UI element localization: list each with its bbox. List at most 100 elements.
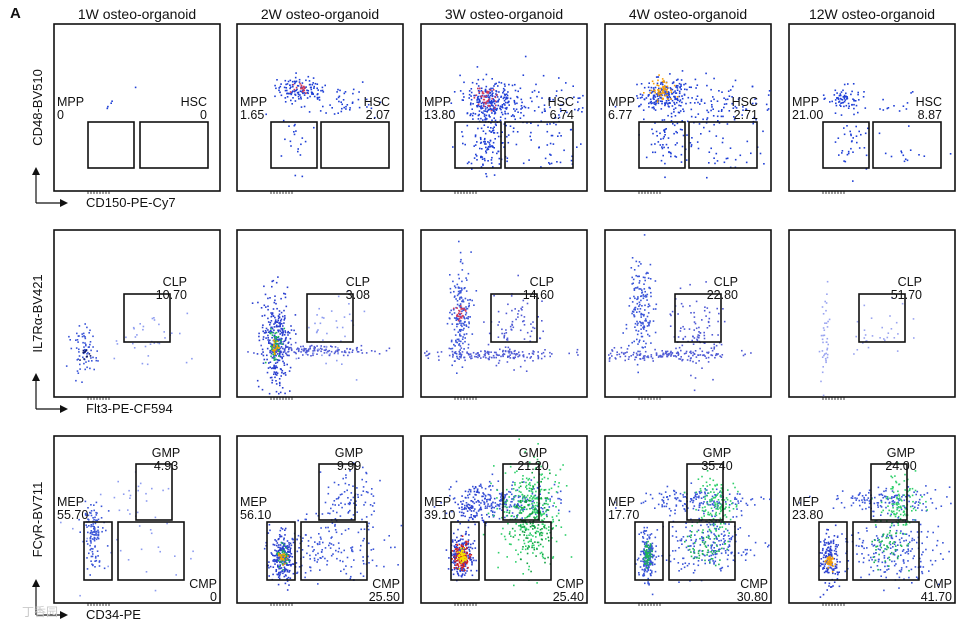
event-point xyxy=(549,153,551,156)
event-point xyxy=(90,512,92,514)
event-point xyxy=(285,554,287,557)
gate-value-hsc: 6.74 xyxy=(550,108,574,122)
event-point xyxy=(488,96,491,99)
event-point xyxy=(94,545,96,547)
event-point xyxy=(445,549,448,551)
event-point xyxy=(367,528,370,531)
event-point xyxy=(94,529,96,531)
event-point xyxy=(721,354,724,356)
event-point xyxy=(280,351,283,353)
event-point xyxy=(95,538,98,541)
event-point xyxy=(544,561,546,564)
event-point xyxy=(315,512,317,515)
event-point xyxy=(549,355,551,358)
event-point xyxy=(153,342,156,344)
event-point xyxy=(696,338,698,341)
event-point xyxy=(365,491,368,493)
event-point xyxy=(640,322,643,324)
event-point xyxy=(647,356,650,359)
event-point xyxy=(649,101,652,104)
event-point xyxy=(87,531,89,534)
event-point xyxy=(842,89,844,92)
event-point xyxy=(325,362,327,365)
event-point xyxy=(267,334,269,337)
event-point xyxy=(821,306,824,308)
event-point xyxy=(500,95,503,98)
event-point xyxy=(77,358,79,360)
event-point xyxy=(908,125,910,127)
event-point xyxy=(490,104,493,107)
event-point xyxy=(267,317,269,320)
point-cloud xyxy=(65,312,193,383)
event-point xyxy=(767,94,770,96)
event-point xyxy=(765,103,768,106)
event-point xyxy=(352,485,354,487)
event-point xyxy=(455,564,457,567)
event-point xyxy=(534,508,536,510)
event-point xyxy=(508,512,511,514)
event-point xyxy=(311,93,313,95)
event-point xyxy=(558,132,561,134)
event-point xyxy=(558,482,560,484)
event-point xyxy=(503,535,506,538)
event-point xyxy=(284,555,287,557)
event-point xyxy=(498,492,501,495)
event-point xyxy=(453,317,456,319)
event-point xyxy=(642,340,645,342)
event-point xyxy=(552,520,555,523)
event-point xyxy=(489,94,492,97)
event-point xyxy=(646,356,648,358)
event-point xyxy=(461,543,463,545)
event-point xyxy=(91,555,94,558)
event-point xyxy=(670,98,672,100)
event-point xyxy=(560,110,562,113)
event-point xyxy=(654,86,657,89)
event-point xyxy=(459,552,462,554)
column-titles: 1W osteo-organoid 2W osteo-organoid 3W ost… xyxy=(78,6,935,22)
event-point xyxy=(459,570,462,573)
event-point xyxy=(492,501,494,504)
event-point xyxy=(274,376,276,379)
event-point xyxy=(284,529,286,531)
event-point xyxy=(522,74,525,76)
event-point xyxy=(466,352,468,354)
event-point xyxy=(549,351,551,354)
event-point xyxy=(497,310,500,313)
event-point xyxy=(497,362,500,364)
event-point xyxy=(107,565,109,568)
event-point xyxy=(674,155,676,158)
event-point xyxy=(506,556,508,558)
event-point xyxy=(636,338,638,341)
event-point xyxy=(269,565,272,568)
event-point xyxy=(480,127,483,130)
event-point xyxy=(82,356,84,359)
event-point xyxy=(273,373,275,375)
event-point xyxy=(697,334,699,336)
event-point xyxy=(685,102,687,105)
event-point xyxy=(269,529,271,532)
event-point xyxy=(293,131,295,133)
event-point xyxy=(265,327,268,330)
gate-name-mpp: MPP xyxy=(608,95,635,109)
event-point xyxy=(461,547,463,549)
event-point xyxy=(304,576,306,579)
event-point xyxy=(283,364,286,366)
event-point xyxy=(283,561,286,564)
event-point xyxy=(90,535,92,538)
gate-value-cmp: 25.40 xyxy=(553,590,584,604)
event-point xyxy=(642,323,644,325)
event-point xyxy=(903,160,906,163)
event-point xyxy=(310,536,312,539)
event-point xyxy=(520,551,522,554)
event-point xyxy=(504,516,506,519)
column-title-2: 2W osteo-organoid xyxy=(261,6,379,22)
event-point xyxy=(482,519,485,522)
event-point xyxy=(311,91,313,94)
event-point xyxy=(645,294,647,297)
event-point xyxy=(533,502,535,504)
event-point xyxy=(686,88,688,91)
event-point xyxy=(632,282,634,285)
event-point xyxy=(327,486,330,489)
event-point xyxy=(896,350,899,352)
